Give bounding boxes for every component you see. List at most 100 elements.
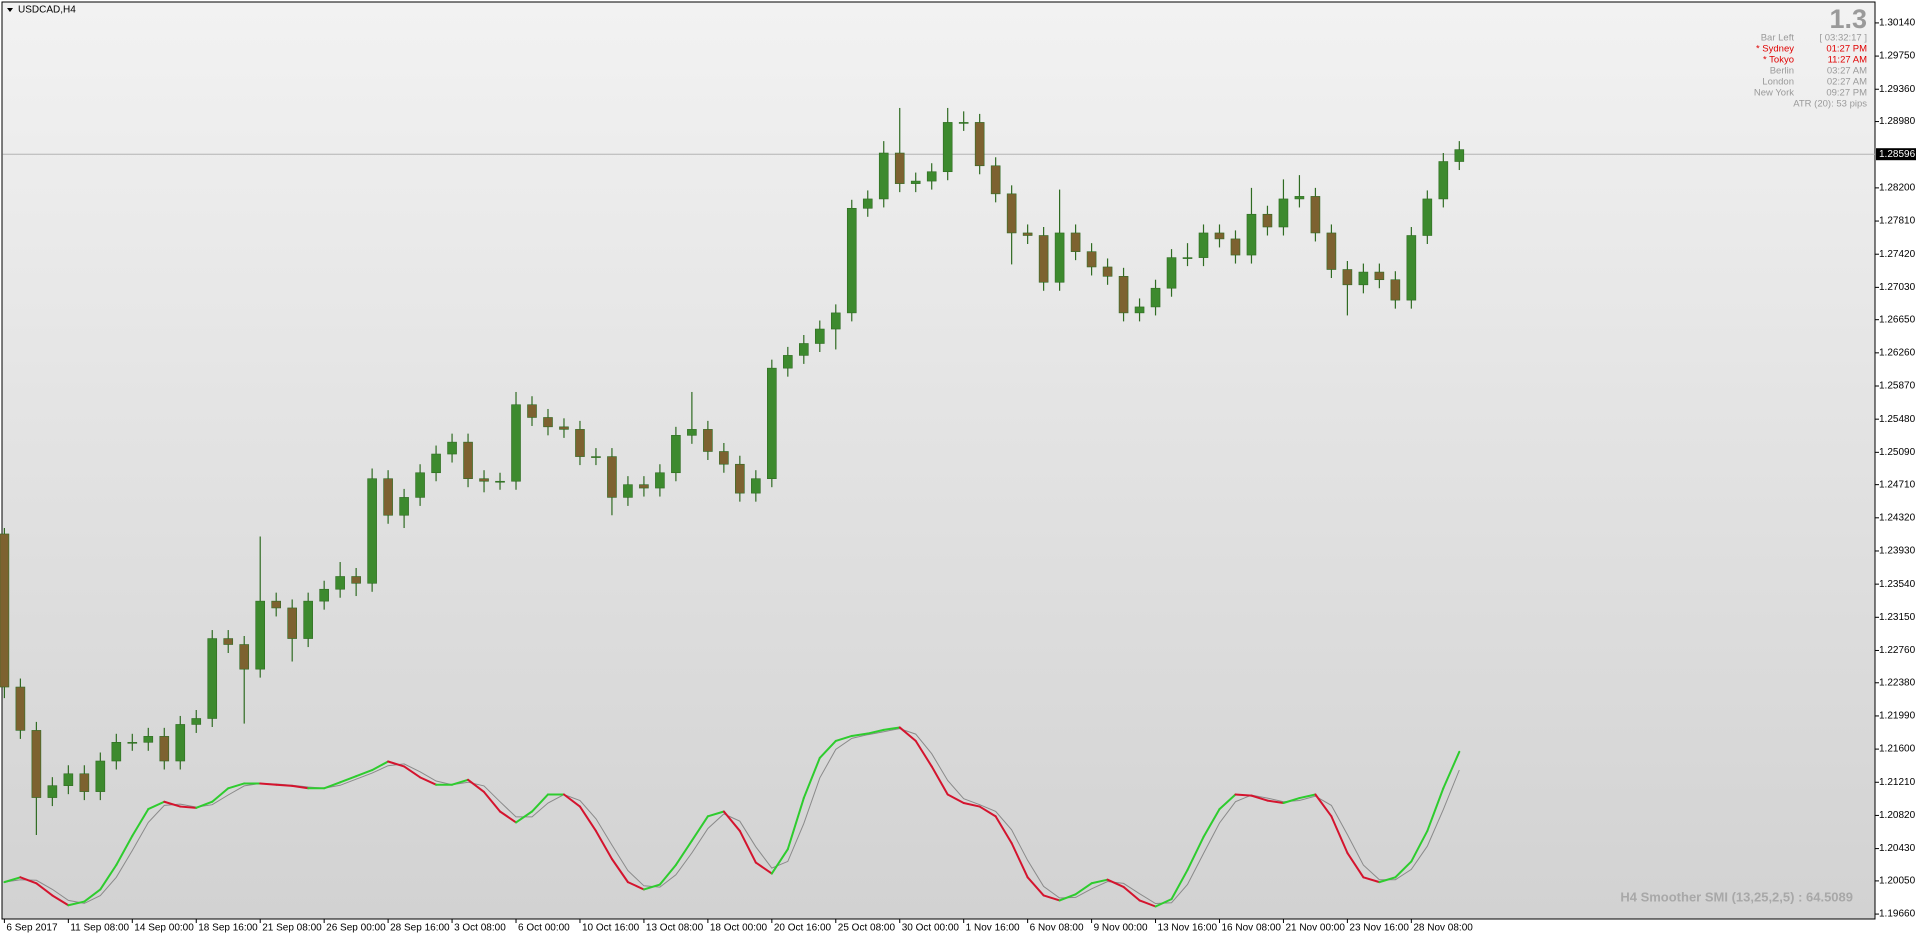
candle-body xyxy=(607,456,617,498)
smi-segment xyxy=(930,765,949,796)
candle-body xyxy=(1102,266,1113,277)
x-tick-label: 13 Oct 08:00 xyxy=(646,923,704,934)
x-tick-label: 14 Sep 00:00 xyxy=(134,923,194,934)
candle-body xyxy=(367,478,377,584)
smi-segment xyxy=(115,834,134,866)
info-value: 02:27 AM xyxy=(1827,77,1867,88)
candle-body xyxy=(223,638,234,645)
candle-body xyxy=(1278,198,1289,228)
smi-segment xyxy=(626,881,645,891)
smi-segment xyxy=(131,808,150,837)
info-label: New York xyxy=(1754,88,1794,99)
candle-body xyxy=(1198,232,1209,258)
candle-body xyxy=(191,718,202,725)
candle-body xyxy=(143,736,154,743)
smi-segment xyxy=(1298,793,1317,800)
y-tick-label: 1.30140 xyxy=(1879,18,1916,29)
candle-body xyxy=(655,472,665,489)
candle-body xyxy=(894,152,905,184)
candle-body xyxy=(1438,161,1449,200)
chart-title: USDCAD,H4 xyxy=(18,5,76,16)
plot-area xyxy=(1,1,1876,920)
y-tick-label: 1.28200 xyxy=(1879,183,1916,194)
candle-body xyxy=(783,355,793,369)
x-tick-label: 16 Nov 08:00 xyxy=(1221,923,1281,934)
signal-line xyxy=(4,728,1460,905)
candle-body xyxy=(1246,213,1257,256)
smi-segment xyxy=(339,775,358,784)
candle-body xyxy=(671,435,681,474)
candle-body xyxy=(319,588,329,602)
smi-segment xyxy=(1250,794,1269,802)
candle-body xyxy=(1150,287,1161,308)
smi-segment xyxy=(275,783,294,787)
x-tick-label: 3 Oct 08:00 xyxy=(454,923,506,934)
info-value: [ 03:32:17 ] xyxy=(1819,33,1867,44)
y-tick-label: 1.27810 xyxy=(1879,216,1916,227)
smi-segment xyxy=(99,863,118,891)
y-tick-label: 1.21600 xyxy=(1879,744,1916,755)
marks-layer xyxy=(0,107,1875,908)
x-tick-label: 23 Nov 16:00 xyxy=(1349,923,1409,934)
candle-body xyxy=(862,198,873,209)
x-tick-label: 1 Nov 16:00 xyxy=(966,923,1020,934)
y-tick-label: 1.22760 xyxy=(1879,645,1916,656)
x-tick-label: 18 Oct 00:00 xyxy=(710,923,768,934)
y-tick-label: 1.20050 xyxy=(1879,876,1916,887)
candle-body xyxy=(239,644,250,670)
candle-body xyxy=(255,600,266,670)
info-label: * Sydney xyxy=(1756,44,1794,55)
candle-body xyxy=(1182,257,1193,259)
smi-segment xyxy=(467,778,486,793)
smi-segment xyxy=(1010,842,1029,879)
indicator-label: H4 Smoother SMI (13,25,2,5) : 64.5089 xyxy=(1620,889,1853,904)
smi-segment xyxy=(1234,793,1253,797)
smi-segment xyxy=(882,726,901,731)
candle-body xyxy=(1086,251,1097,268)
bid-label-box xyxy=(1876,148,1916,161)
candle-body xyxy=(1294,196,1305,200)
candle-body xyxy=(1390,279,1401,301)
smi-segment xyxy=(195,800,214,809)
x-tick-label: 10 Oct 16:00 xyxy=(582,923,640,934)
smi-segment xyxy=(866,728,885,735)
y-tick-label: 1.25870 xyxy=(1879,381,1916,392)
smi-segment xyxy=(483,790,502,813)
smi-segment xyxy=(802,756,821,800)
info-footer: ATR (20): 53 pips xyxy=(1793,99,1867,110)
candle-body xyxy=(703,429,713,452)
x-tick-label: 9 Nov 00:00 xyxy=(1094,923,1148,934)
candle-body xyxy=(814,328,825,344)
spread: 1.3 xyxy=(1829,4,1867,34)
candle-body xyxy=(1422,198,1433,236)
candle-body xyxy=(351,576,361,584)
smi-segment xyxy=(531,793,549,813)
candle-body xyxy=(1070,232,1081,252)
y-tick-label: 1.28980 xyxy=(1879,116,1916,127)
info-label: * Tokyo xyxy=(1763,55,1794,66)
smi-segment xyxy=(1074,882,1093,896)
candle-body xyxy=(1454,149,1465,162)
smi-segment xyxy=(946,793,965,804)
smi-segment xyxy=(1202,808,1221,839)
y-tick-label: 1.27420 xyxy=(1879,249,1916,260)
smi-segment xyxy=(1282,797,1301,804)
smi-segment xyxy=(818,739,837,759)
smi-segment xyxy=(1042,894,1061,902)
y-tick-label: 1.20430 xyxy=(1879,843,1916,854)
x-tick-label: 6 Nov 08:00 xyxy=(1030,923,1084,934)
y-tick-label: 1.21990 xyxy=(1879,711,1916,722)
y-tick-label: 1.26650 xyxy=(1879,314,1916,325)
info-value: 01:27 PM xyxy=(1826,44,1867,55)
smi-segment xyxy=(1410,829,1429,863)
y-tick-label: 1.23150 xyxy=(1879,612,1916,623)
smi-segment xyxy=(962,802,981,808)
y-tick-label: 1.25480 xyxy=(1879,414,1916,425)
candle-body xyxy=(415,472,425,498)
smi-segment xyxy=(738,829,757,864)
bid-label: 1.28596 xyxy=(1879,149,1916,160)
candle-body xyxy=(1406,235,1417,301)
x-tick-label: 26 Sep 00:00 xyxy=(326,923,386,934)
smi-segment xyxy=(1170,868,1189,901)
info-label: London xyxy=(1762,77,1794,88)
